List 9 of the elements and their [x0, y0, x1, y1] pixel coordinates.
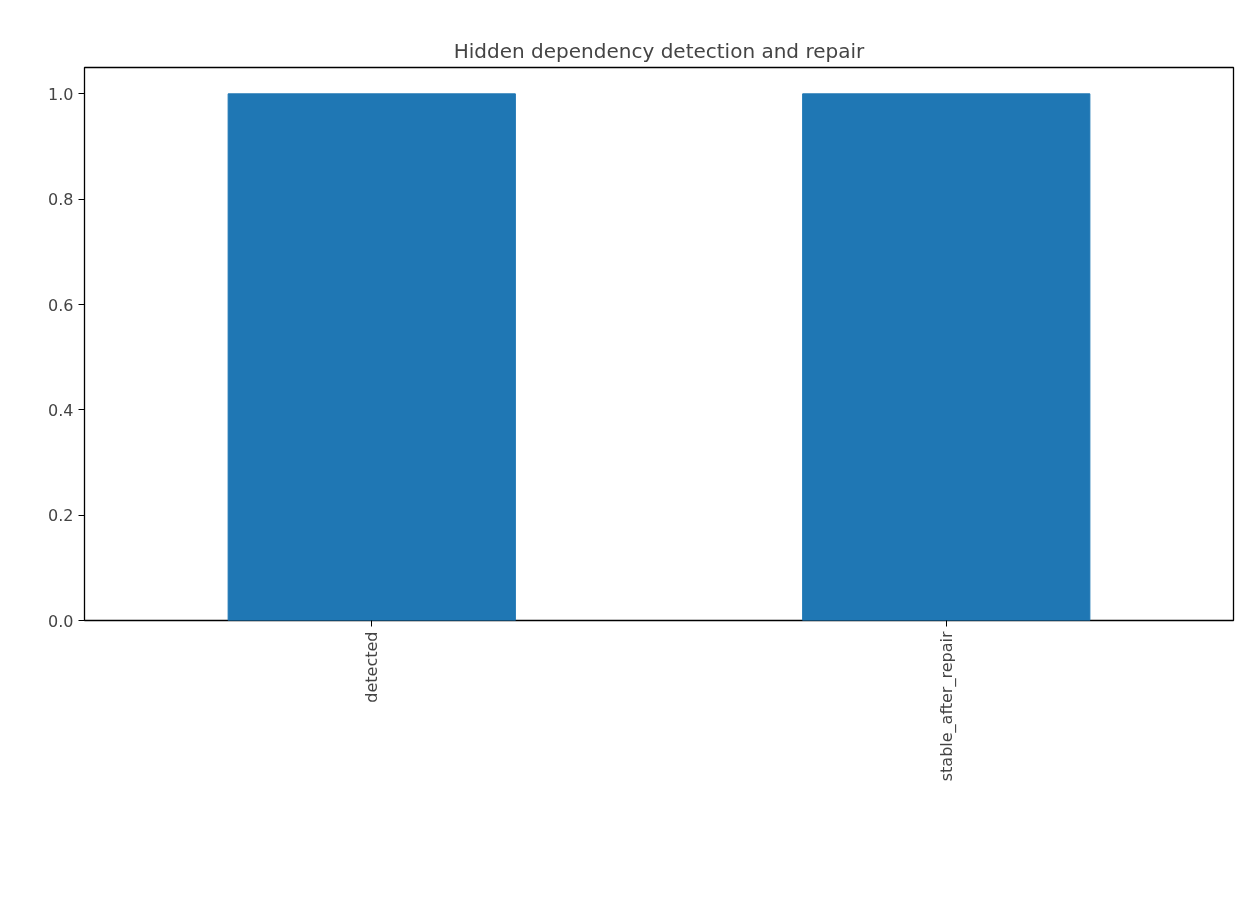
y-tick-label: 0.2 — [48, 506, 74, 526]
x-tick-label: detected — [362, 631, 382, 703]
y-tick-label: 0.6 — [48, 295, 74, 315]
y-tick-label: 1.0 — [48, 84, 74, 104]
x-tick-label: stable_after_repair — [936, 631, 957, 782]
y-tick-label: 0.0 — [48, 611, 74, 631]
chart-title: Hidden dependency detection and repair — [453, 38, 866, 63]
y-tick-label: 0.4 — [48, 400, 74, 420]
y-tick-label: 0.8 — [48, 190, 74, 210]
